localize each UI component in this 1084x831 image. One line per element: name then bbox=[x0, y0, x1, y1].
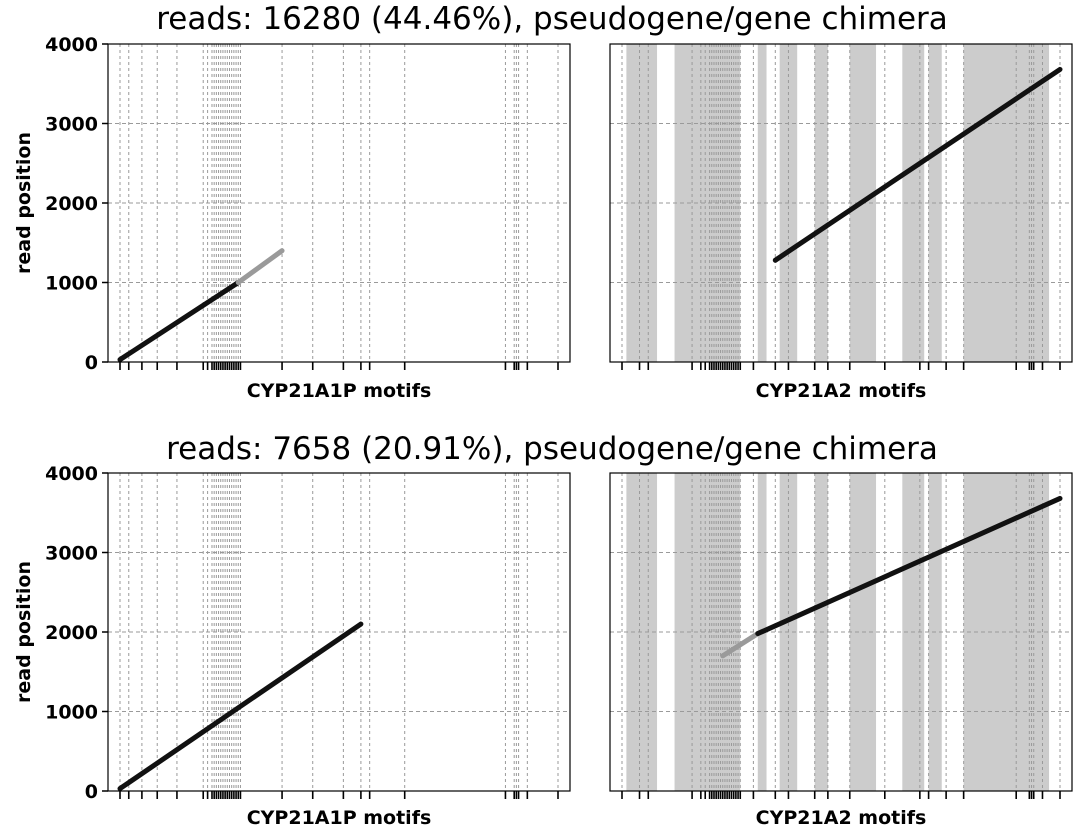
y-tick-label: 3000 bbox=[45, 543, 98, 565]
y-tick-label: 4000 bbox=[45, 34, 98, 56]
x-axis-label: CYP21A2 motifs bbox=[756, 807, 927, 829]
y-tick-label: 1000 bbox=[45, 273, 98, 295]
y-tick-label: 0 bbox=[85, 352, 98, 374]
read-alignment-segment bbox=[772, 66, 1063, 263]
panel-frame bbox=[107, 43, 571, 363]
y-tick-label: 2000 bbox=[45, 622, 98, 644]
read-alignment-segment bbox=[117, 280, 241, 363]
panel-frame bbox=[107, 472, 571, 792]
x-axis-label: CYP21A1P motifs bbox=[247, 380, 432, 402]
y-tick-label: 0 bbox=[85, 781, 98, 803]
y-tick-label: 4000 bbox=[45, 463, 98, 485]
y-tick-label: 1000 bbox=[45, 702, 98, 724]
read-alignment-segment bbox=[755, 495, 1063, 637]
chart-title: reads: 7658 (20.91%), pseudogene/gene ch… bbox=[166, 431, 938, 467]
y-axis-label: read position bbox=[13, 132, 35, 274]
x-axis-label: CYP21A2 motifs bbox=[756, 380, 927, 402]
y-tick-label: 3000 bbox=[45, 114, 98, 136]
shaded-region bbox=[757, 44, 767, 362]
read-alignment-segment bbox=[235, 248, 285, 285]
chart-title: reads: 16280 (44.46%), pseudogene/gene c… bbox=[156, 1, 948, 37]
y-axis-label: read position bbox=[13, 561, 35, 703]
panel-frame bbox=[609, 43, 1073, 363]
read-alignment-segment bbox=[117, 621, 364, 792]
x-axis-label: CYP21A1P motifs bbox=[247, 807, 432, 829]
y-tick-label: 2000 bbox=[45, 193, 98, 215]
panel-frame bbox=[609, 472, 1073, 792]
read-alignment-segment bbox=[720, 631, 761, 659]
